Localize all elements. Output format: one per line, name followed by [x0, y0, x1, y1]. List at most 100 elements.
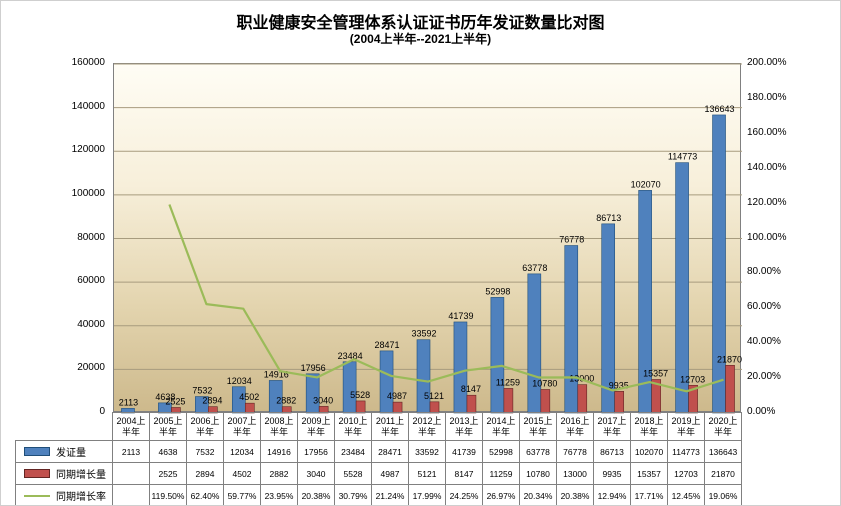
x-axis-category-label: 2007上 半年 — [224, 412, 261, 441]
x-axis-category-label: 2011上 半年 — [372, 412, 409, 441]
plot-area: 2113 4638 2525 7532 2894 12034 4502 14916 2882 17… — [113, 63, 742, 414]
bar-growth-amount[interactable] — [614, 391, 625, 414]
table-value-growth-rate: 20.38% — [557, 485, 594, 505]
bar-growth-amount[interactable] — [208, 406, 218, 414]
y-axis-left-tick-label: 80000 — [77, 231, 105, 243]
x-axis-category-label: 2012上 半年 — [409, 412, 446, 441]
table-value-growth-rate: 24.25% — [446, 485, 483, 505]
x-axis-category-label: 2017上 半年 — [594, 412, 631, 441]
data-label-issued-count: 136643 — [705, 104, 735, 114]
table-value-growth-rate: 21.24% — [372, 485, 409, 505]
data-label-growth-amount: 4502 — [239, 392, 259, 402]
y-axis-left-tick-label: 120000 — [71, 144, 105, 156]
data-label-issued-count: 7532 — [192, 386, 212, 396]
table-value-issued-count: 23484 — [335, 441, 372, 463]
bar-issued-count[interactable] — [490, 297, 505, 414]
bar-issued-count[interactable] — [305, 373, 320, 414]
y-axis-left-tick-label: 20000 — [77, 362, 105, 374]
bar-issued-count[interactable] — [195, 396, 209, 414]
y-axis-right-tick-label: 140.00% — [747, 161, 787, 173]
data-label-issued-count: 28471 — [375, 340, 400, 350]
bar-growth-amount[interactable] — [466, 394, 477, 414]
x-axis-category-label: 2010上 半年 — [335, 412, 372, 441]
y-axis-right-tick-label: 120.00% — [747, 196, 787, 208]
table-value-growth-amount: 10780 — [520, 463, 557, 485]
data-label-growth-amount: 3040 — [313, 395, 333, 405]
table-value-growth-rate: 20.34% — [520, 485, 557, 505]
bar-issued-count[interactable] — [453, 321, 468, 414]
data-label-issued-count: 2113 — [119, 397, 138, 407]
bar-growth-amount[interactable] — [577, 384, 588, 414]
legend-item-issued-count[interactable]: 发证量 — [15, 441, 113, 463]
table-value-growth-amount: 11259 — [483, 463, 520, 485]
table-value-issued-count: 14916 — [261, 441, 298, 463]
table-value-issued-count: 41739 — [446, 441, 483, 463]
x-axis-category-label: 2015上 半年 — [520, 412, 557, 441]
data-label-issued-count: 4638 — [155, 392, 175, 402]
table-value-growth-rate: 17.71% — [631, 485, 668, 505]
bar-growth-amount[interactable] — [540, 389, 551, 414]
y-axis-right-tick-label: 200.00% — [747, 57, 787, 68]
data-label-issued-count: 33592 — [411, 329, 436, 339]
legend-swatch-icon — [24, 447, 50, 456]
bar-growth-amount[interactable] — [244, 402, 255, 414]
y-axis-left-tick-label: 60000 — [77, 275, 105, 287]
legend-item-growth-rate[interactable]: 同期增长率 — [15, 485, 113, 505]
data-label-issued-count: 23484 — [338, 351, 363, 361]
y-axis-left-tick-label: 100000 — [71, 187, 105, 199]
table-value-growth-amount: 3040 — [298, 463, 335, 485]
bar-issued-count[interactable] — [638, 190, 652, 414]
table-value-growth-amount: 2894 — [187, 463, 224, 485]
y-axis-left-tick-label: 40000 — [77, 318, 105, 330]
data-label-growth-amount: 4987 — [387, 391, 407, 401]
data-label-issued-count: 14916 — [264, 369, 289, 379]
data-table: 2004上 半年 2005上 半年 2006上 半年 2007上 半年 2008上 半年 2009上… — [15, 412, 742, 505]
bar-growth-amount[interactable] — [725, 364, 735, 414]
table-value-issued-count: 2113 — [113, 441, 150, 463]
data-label-growth-amount: 10780 — [532, 378, 557, 388]
x-axis-category-label: 2004上 半年 — [113, 412, 150, 441]
table-value-growth-rate: 30.79% — [335, 485, 372, 505]
line-growth-rate[interactable] — [168, 204, 724, 393]
bar-issued-count[interactable] — [527, 273, 542, 414]
bar-growth-amount[interactable] — [688, 384, 698, 414]
bar-issued-count[interactable] — [416, 339, 431, 414]
data-label-growth-amount: 8147 — [461, 384, 481, 394]
x-axis-category-label: 2014上 半年 — [483, 412, 520, 441]
table-value-growth-amount: 13000 — [557, 463, 594, 485]
table-value-growth-amount: 5121 — [409, 463, 446, 485]
table-value-issued-count: 136643 — [705, 441, 742, 463]
table-value-growth-rate: 23.95% — [261, 485, 298, 505]
bar-issued-count[interactable] — [121, 408, 135, 414]
table-value-growth-amount: 2882 — [261, 463, 298, 485]
bar-issued-count[interactable] — [712, 114, 726, 414]
x-axis-category-label: 2006上 半年 — [187, 412, 224, 441]
bar-issued-count[interactable] — [342, 361, 357, 414]
x-axis-category-label: 2019上 半年 — [668, 412, 705, 441]
table-value-growth-rate: 17.99% — [409, 485, 446, 505]
data-label-issued-count: 76778 — [559, 235, 584, 245]
table-value-issued-count: 28471 — [372, 441, 409, 463]
data-label-issued-count: 63778 — [522, 263, 547, 273]
table-value-growth-amount: 4987 — [372, 463, 409, 485]
data-label-growth-amount: 2882 — [276, 396, 296, 406]
bar-issued-count[interactable] — [268, 380, 283, 414]
table-value-growth-amount — [113, 463, 150, 485]
legend-item-growth-amount[interactable]: 同期增长量 — [15, 463, 113, 485]
data-label-issued-count: 86713 — [596, 213, 621, 223]
y-axis-right-tick-label: 60.00% — [747, 301, 781, 313]
data-label-growth-amount: 2525 — [165, 396, 185, 406]
table-value-growth-amount: 9935 — [594, 463, 631, 485]
y-axis-right-tick-label: 80.00% — [747, 266, 781, 278]
y-axis-right-tick-label: 20.00% — [747, 371, 781, 383]
table-value-growth-amount: 8147 — [446, 463, 483, 485]
table-value-growth-rate: 62.40% — [187, 485, 224, 505]
bar-issued-count[interactable] — [564, 245, 579, 414]
bar-growth-amount[interactable] — [503, 388, 514, 414]
bar-issued-count[interactable] — [379, 350, 394, 414]
legend-label-growth-amount: 同期增长量 — [56, 470, 106, 481]
x-axis-category-label: 2018上 半年 — [631, 412, 668, 441]
bar-issued-count[interactable] — [601, 223, 616, 414]
